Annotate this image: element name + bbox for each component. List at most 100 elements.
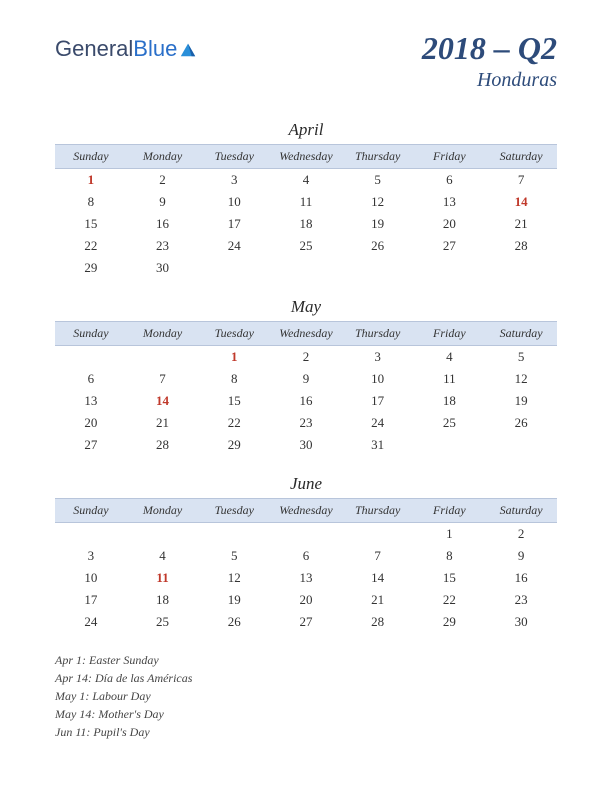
calendar-row: 24252627282930 bbox=[55, 611, 557, 633]
calendar-cell bbox=[55, 346, 127, 369]
calendar-cell: 7 bbox=[485, 169, 557, 192]
calendar-cell: 18 bbox=[127, 589, 199, 611]
calendar-cell: 28 bbox=[127, 434, 199, 456]
calendar-cell bbox=[127, 523, 199, 546]
calendar-cell: 21 bbox=[342, 589, 414, 611]
day-header: Wednesday bbox=[270, 322, 342, 346]
day-header: Monday bbox=[127, 499, 199, 523]
day-header: Thursday bbox=[342, 322, 414, 346]
calendar-cell: 23 bbox=[127, 235, 199, 257]
calendar-cell: 3 bbox=[198, 169, 270, 192]
calendar-table: SundayMondayTuesdayWednesdayThursdayFrid… bbox=[55, 144, 557, 279]
holiday-item: Jun 11: Pupil's Day bbox=[55, 723, 557, 741]
calendar-cell bbox=[342, 257, 414, 279]
page-subtitle: Honduras bbox=[422, 69, 557, 92]
calendar-cell: 9 bbox=[127, 191, 199, 213]
calendar-cell: 20 bbox=[270, 589, 342, 611]
calendar-cell: 1 bbox=[198, 346, 270, 369]
calendar-table: SundayMondayTuesdayWednesdayThursdayFrid… bbox=[55, 498, 557, 633]
holiday-item: May 1: Labour Day bbox=[55, 687, 557, 705]
holiday-item: May 14: Mother's Day bbox=[55, 705, 557, 723]
calendar-cell: 14 bbox=[127, 390, 199, 412]
calendar-cell: 27 bbox=[414, 235, 486, 257]
calendar-cell: 7 bbox=[127, 368, 199, 390]
calendar-cell: 16 bbox=[485, 567, 557, 589]
month-title: June bbox=[55, 474, 557, 494]
calendar-cell: 12 bbox=[485, 368, 557, 390]
calendar-cell bbox=[270, 523, 342, 546]
calendar-cell: 18 bbox=[414, 390, 486, 412]
calendar-cell bbox=[270, 257, 342, 279]
calendar-cell: 3 bbox=[342, 346, 414, 369]
calendar-cell: 4 bbox=[414, 346, 486, 369]
month-block: MaySundayMondayTuesdayWednesdayThursdayF… bbox=[55, 297, 557, 456]
calendar-cell: 24 bbox=[55, 611, 127, 633]
calendar-row: 2728293031 bbox=[55, 434, 557, 456]
calendar-cell: 15 bbox=[198, 390, 270, 412]
title-block: 2018 – Q2 Honduras bbox=[422, 30, 557, 92]
day-header: Saturday bbox=[485, 499, 557, 523]
logo: GeneralBlue bbox=[55, 36, 197, 62]
calendar-cell: 26 bbox=[485, 412, 557, 434]
calendar-cell: 27 bbox=[55, 434, 127, 456]
calendar-cell bbox=[198, 523, 270, 546]
calendar-cell: 11 bbox=[414, 368, 486, 390]
calendar-cell: 3 bbox=[55, 545, 127, 567]
calendar-row: 13141516171819 bbox=[55, 390, 557, 412]
day-header: Wednesday bbox=[270, 145, 342, 169]
calendar-cell: 19 bbox=[485, 390, 557, 412]
calendar-row: 3456789 bbox=[55, 545, 557, 567]
calendar-cell: 12 bbox=[342, 191, 414, 213]
calendar-row: 20212223242526 bbox=[55, 412, 557, 434]
day-header: Friday bbox=[414, 322, 486, 346]
calendar-cell: 5 bbox=[198, 545, 270, 567]
calendar-cell: 12 bbox=[198, 567, 270, 589]
day-header: Tuesday bbox=[198, 322, 270, 346]
calendar-cell bbox=[342, 523, 414, 546]
calendar-cell: 25 bbox=[127, 611, 199, 633]
calendar-cell: 14 bbox=[485, 191, 557, 213]
page-title: 2018 – Q2 bbox=[422, 30, 557, 67]
calendar-cell: 7 bbox=[342, 545, 414, 567]
calendar-row: 22232425262728 bbox=[55, 235, 557, 257]
calendar-cell: 26 bbox=[342, 235, 414, 257]
calendar-cell: 9 bbox=[485, 545, 557, 567]
calendar-row: 891011121314 bbox=[55, 191, 557, 213]
calendar-cell: 23 bbox=[270, 412, 342, 434]
day-header: Saturday bbox=[485, 145, 557, 169]
calendar-cell: 1 bbox=[55, 169, 127, 192]
day-header: Tuesday bbox=[198, 145, 270, 169]
calendar-cell: 21 bbox=[485, 213, 557, 235]
calendar-cell: 8 bbox=[414, 545, 486, 567]
day-header: Friday bbox=[414, 145, 486, 169]
calendar-cell: 31 bbox=[342, 434, 414, 456]
day-header: Sunday bbox=[55, 322, 127, 346]
calendar-cell: 13 bbox=[55, 390, 127, 412]
calendar-cell: 8 bbox=[198, 368, 270, 390]
day-header: Saturday bbox=[485, 322, 557, 346]
calendar-cell: 25 bbox=[270, 235, 342, 257]
calendar-cell: 22 bbox=[414, 589, 486, 611]
calendar-cell: 2 bbox=[270, 346, 342, 369]
calendar-cell: 21 bbox=[127, 412, 199, 434]
calendar-cell: 4 bbox=[127, 545, 199, 567]
calendar-cell: 17 bbox=[342, 390, 414, 412]
calendar-cell: 13 bbox=[414, 191, 486, 213]
calendar-cell: 26 bbox=[198, 611, 270, 633]
calendar-container: AprilSundayMondayTuesdayWednesdayThursda… bbox=[55, 120, 557, 633]
month-block: AprilSundayMondayTuesdayWednesdayThursda… bbox=[55, 120, 557, 279]
day-header: Sunday bbox=[55, 499, 127, 523]
calendar-cell: 15 bbox=[55, 213, 127, 235]
calendar-cell: 23 bbox=[485, 589, 557, 611]
calendar-row: 2930 bbox=[55, 257, 557, 279]
month-block: June SundayMondayTuesdayWednesdayThursday… bbox=[55, 474, 557, 633]
logo-text-blue: Blue bbox=[133, 36, 177, 62]
calendar-cell: 17 bbox=[198, 213, 270, 235]
logo-triangle-icon bbox=[179, 40, 197, 58]
calendar-cell: 5 bbox=[342, 169, 414, 192]
calendar-cell: 11 bbox=[127, 567, 199, 589]
holiday-item: Apr 1: Easter Sunday bbox=[55, 651, 557, 669]
calendar-cell: 27 bbox=[270, 611, 342, 633]
calendar-cell: 9 bbox=[270, 368, 342, 390]
calendar-cell: 2 bbox=[127, 169, 199, 192]
